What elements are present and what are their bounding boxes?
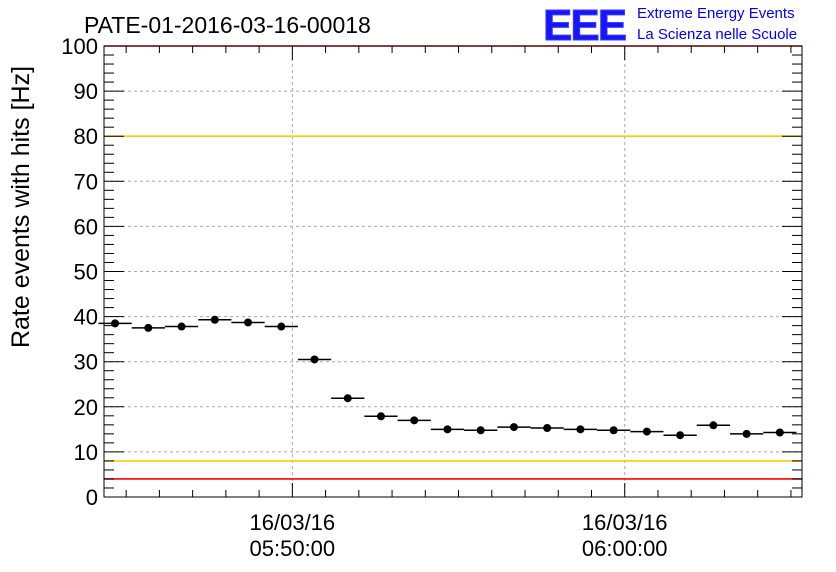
data-point [443, 425, 452, 434]
y-tick-label: 40 [74, 305, 98, 330]
y-axis-label: Rate events with hits [Hz] [7, 66, 35, 348]
logo-mark: EEE [543, 1, 626, 50]
logo-line-2: La Scienza nelle Scuole [637, 26, 797, 43]
data-point [343, 394, 352, 403]
x-tick-date-label: 16/03/16 [250, 510, 336, 535]
y-tick-label: 100 [61, 34, 98, 59]
data-point [543, 423, 552, 432]
y-tick-label: 90 [74, 79, 98, 104]
data-point [742, 429, 751, 438]
y-tick-labels: 0 10 20 30 40 50 60 70 80 90 100 [61, 34, 98, 510]
logo: EEE Extreme Energy Events La Scienza nel… [543, 1, 798, 51]
y-tick-label: 70 [74, 169, 98, 194]
data-point [144, 323, 153, 332]
x-tick-date-label: 16/03/16 [582, 510, 668, 535]
data-point [111, 319, 120, 328]
y-tick-label: 0 [86, 485, 98, 510]
axes [103, 45, 803, 498]
data-point [642, 427, 651, 436]
data-point [576, 425, 585, 434]
data-point [509, 423, 518, 432]
data-point [476, 426, 485, 435]
x-tick-time-label: 06:00:00 [582, 536, 668, 561]
logo-line-1: Extreme Energy Events [637, 5, 795, 22]
y-tick-label: 20 [74, 395, 98, 420]
data-point [376, 412, 385, 421]
reference-lines [104, 45, 802, 480]
y-tick-label: 30 [74, 350, 98, 375]
data-point [410, 416, 419, 425]
data-point [609, 426, 618, 435]
data-point [177, 322, 186, 331]
data-point [775, 428, 784, 437]
chart-title: PATE-01-2016-03-16-00018 [84, 12, 371, 38]
data-point [676, 431, 685, 440]
data-point [210, 315, 219, 324]
y-tick-label: 60 [74, 214, 98, 239]
data-point [709, 421, 718, 430]
x-tick-time-label: 05:50:00 [250, 536, 336, 561]
data-points [98, 315, 797, 440]
data-point [244, 318, 253, 327]
y-tick-label: 80 [74, 124, 98, 149]
y-tick-label: 50 [74, 260, 98, 285]
data-point [310, 355, 319, 364]
data-point [277, 322, 286, 331]
y-tick-label: 10 [74, 440, 98, 465]
